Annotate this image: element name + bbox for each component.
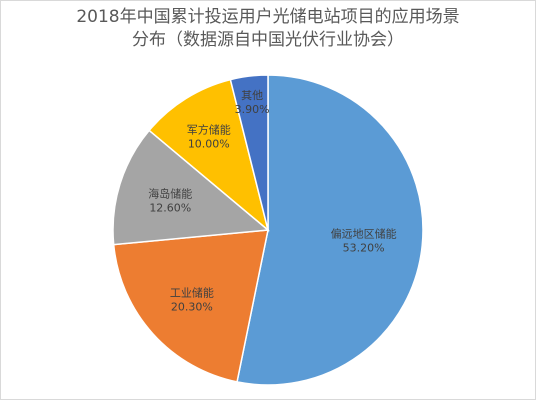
- slice-label-value-3: 12.60%: [149, 202, 191, 215]
- slice-label-name-2: 工业储能: [170, 285, 214, 299]
- slice-label-name-5: 其他: [241, 89, 263, 102]
- chart-title-line-1: 2018年中国累计投运用户光储电站项目的应用场景: [76, 7, 460, 27]
- pie-slice-1: [236, 74, 424, 386]
- chart-title: 2018年中国累计投运用户光储电站项目的应用场景 分布（数据源自中国光伏行业协会…: [0, 6, 536, 52]
- chart-title-line-2: 分布（数据源自中国光伏行业协会）: [132, 30, 404, 50]
- pie-slice-3: [112, 129, 270, 246]
- slice-label-name-3: 海岛储能: [148, 187, 192, 201]
- pie-slices: [112, 74, 424, 386]
- slice-label-value-2: 20.30%: [171, 300, 213, 313]
- slice-label-name-1: 偏远地区储能: [331, 227, 397, 241]
- slice-label-value-5: 3.90%: [235, 103, 270, 116]
- slice-label-value-1: 53.20%: [343, 242, 385, 255]
- pie-slice-5: [229, 74, 269, 231]
- slice-label-value-4: 10.00%: [188, 137, 230, 150]
- slice-label-name-4: 军方储能: [187, 122, 231, 136]
- pie-slice-4: [148, 78, 270, 233]
- pie-slice-2: [112, 229, 269, 383]
